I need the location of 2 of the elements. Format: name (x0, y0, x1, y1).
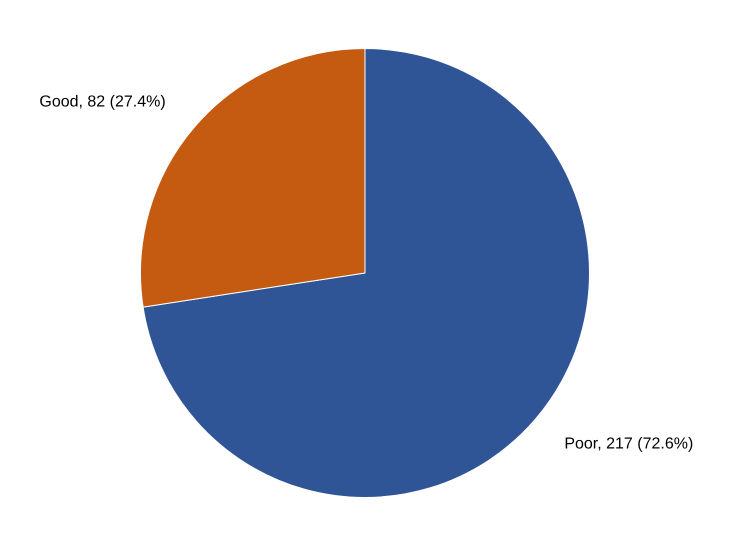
slice-label: Poor, 217 (72.6%) (564, 435, 694, 452)
slice-label: Good, 82 (27.4%) (39, 93, 166, 110)
